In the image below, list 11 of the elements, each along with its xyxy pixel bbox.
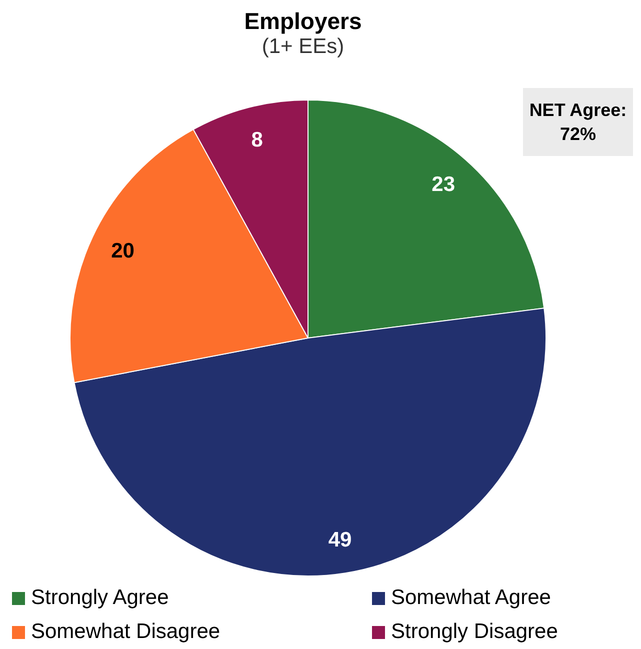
- legend-label: Somewhat Disagree: [31, 620, 220, 644]
- chart-title: Employers: [243, 8, 363, 35]
- legend-label: Somewhat Agree: [391, 586, 551, 610]
- legend-label: Strongly Agree: [31, 586, 169, 610]
- data-label: 23: [432, 172, 456, 196]
- legend-label: Strongly Disagree: [391, 620, 558, 644]
- data-label: 49: [328, 528, 352, 552]
- data-label: 20: [111, 239, 134, 262]
- chart-subtitle: (1+ EEs): [260, 35, 346, 59]
- data-label: 8: [251, 128, 264, 152]
- text: NET Agree: 72%: [523, 88, 633, 156]
